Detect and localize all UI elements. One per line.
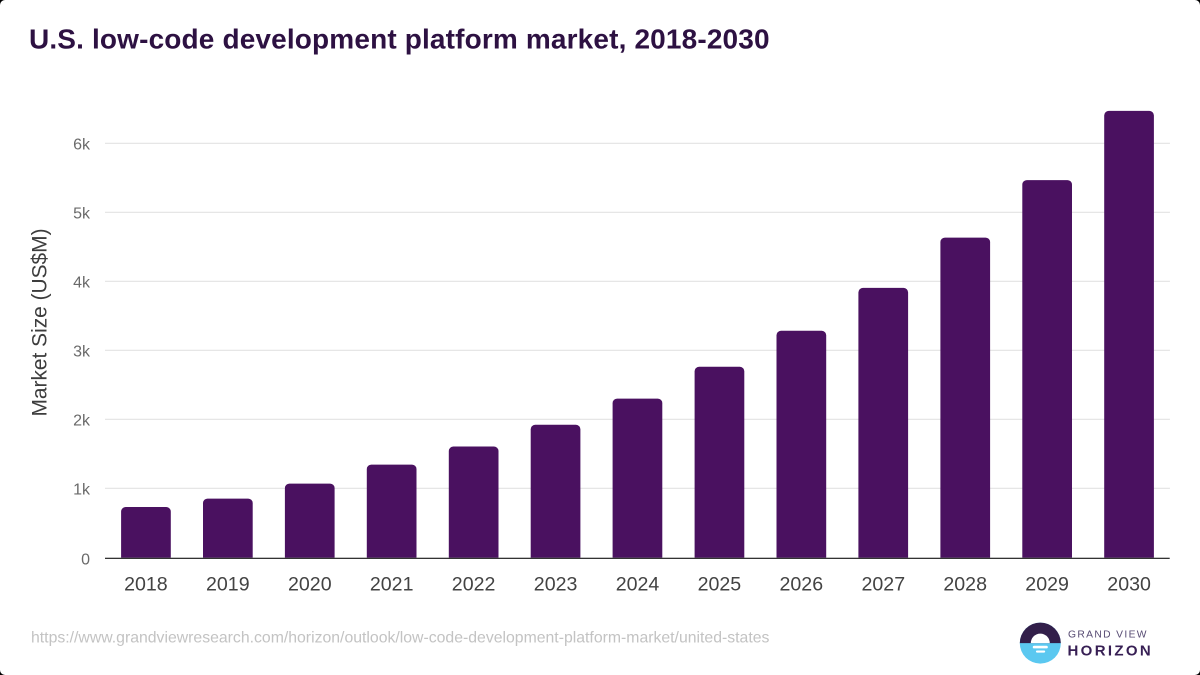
svg-text:2024: 2024 [616,574,660,596]
svg-text:2020: 2020 [288,574,332,596]
svg-text:2k: 2k [73,413,91,430]
svg-text:GRAND VIEW: GRAND VIEW [1068,630,1148,641]
svg-text:2026: 2026 [780,574,824,596]
svg-text:5k: 5k [73,206,91,223]
svg-text:2022: 2022 [452,574,496,596]
svg-text:4k: 4k [73,275,91,292]
svg-text:1k: 1k [73,482,91,499]
svg-text:2028: 2028 [943,574,987,596]
svg-text:2029: 2029 [1025,574,1069,596]
svg-text:6k: 6k [73,137,91,154]
svg-text:HORIZON: HORIZON [1068,643,1154,660]
svg-text:2019: 2019 [206,574,250,596]
svg-text:Market Size (US$M): Market Size (US$M) [29,228,52,416]
svg-text:2027: 2027 [862,574,906,596]
svg-text:2021: 2021 [370,574,414,596]
svg-text:0: 0 [81,551,90,568]
svg-text:3k: 3k [73,344,91,361]
svg-text:2025: 2025 [698,574,742,596]
svg-text:U.S. low-code development plat: U.S. low-code development platform marke… [29,24,770,55]
svg-text:2018: 2018 [124,574,168,596]
svg-text:https://www.grandviewresearch.: https://www.grandviewresearch.com/horizo… [31,630,769,647]
svg-text:2023: 2023 [534,574,578,596]
svg-text:2030: 2030 [1107,574,1151,596]
